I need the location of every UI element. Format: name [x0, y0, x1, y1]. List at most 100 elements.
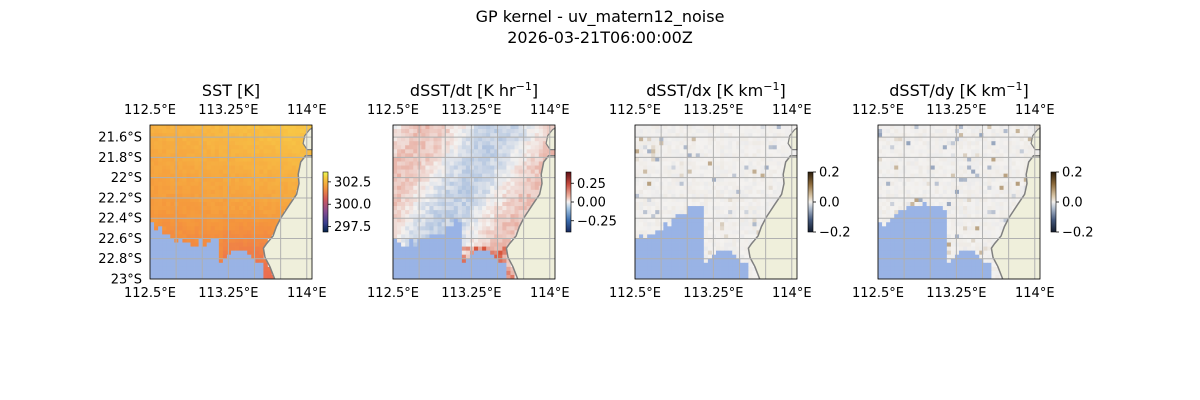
- grid-cell: [182, 258, 187, 264]
- grid-cell: [421, 125, 426, 130]
- grid-cell: [979, 153, 984, 158]
- grid-cell: [930, 177, 936, 183]
- grid-cell: [429, 181, 434, 187]
- grid-cell: [263, 226, 268, 231]
- grid-cell: [405, 153, 410, 158]
- grid-cell: [963, 185, 968, 191]
- grid-cell: [226, 189, 232, 195]
- grid-cell: [247, 210, 252, 215]
- grid-cell: [453, 226, 459, 231]
- grid-cell: [518, 173, 523, 179]
- grid-cell: [687, 210, 693, 215]
- grid-cell: [239, 246, 244, 252]
- grid-cell: [158, 262, 163, 268]
- grid-cell: [243, 242, 248, 247]
- grid-cell: [405, 242, 410, 247]
- grid-cell: [231, 270, 236, 276]
- grid-cell: [251, 169, 256, 175]
- grid-cell: [687, 157, 693, 162]
- grid-cell: [1031, 149, 1037, 154]
- grid-cell: [206, 181, 212, 187]
- grid-cell: [482, 125, 487, 130]
- grid-cell: [393, 177, 398, 183]
- grid-cell: [720, 210, 725, 215]
- grid-cell: [736, 197, 741, 203]
- grid-cell: [776, 157, 782, 162]
- grid-cell: [1003, 173, 1008, 179]
- grid-cell: [222, 141, 228, 146]
- grid-cell: [506, 210, 511, 215]
- grid-cell: [425, 258, 430, 264]
- grid-cell: [707, 141, 713, 146]
- grid-cell: [760, 206, 765, 211]
- grid-cell: [154, 250, 159, 256]
- grid-cell: [413, 274, 418, 280]
- grid-cell: [983, 189, 988, 195]
- grid-cell: [784, 137, 790, 142]
- grid-cell: [498, 266, 503, 272]
- grid-cell: [946, 206, 952, 211]
- grid-cell: [425, 206, 430, 211]
- grid-cell: [425, 238, 430, 243]
- grid-cell: [158, 254, 163, 260]
- grid-cell: [510, 173, 515, 179]
- grid-cell: [506, 141, 511, 146]
- grid-cell: [166, 234, 171, 239]
- grid-cell: [206, 169, 212, 175]
- grid-cell: [514, 153, 519, 158]
- grid-cell: [494, 165, 499, 170]
- grid-cell: [647, 157, 652, 162]
- grid-cell: [991, 157, 996, 162]
- grid-cell: [170, 218, 175, 223]
- grid-cell: [983, 197, 988, 203]
- grid-cell: [445, 206, 451, 211]
- grid-cell: [494, 173, 499, 179]
- grid-cell: [967, 141, 972, 146]
- grid-cell: [744, 169, 749, 175]
- grid-cell: [703, 133, 709, 138]
- grid-cell: [740, 153, 745, 158]
- grid-cell: [397, 177, 402, 183]
- grid-cell: [971, 125, 976, 130]
- grid-cell: [425, 165, 430, 170]
- grid-cell: [914, 173, 919, 179]
- grid-cell: [490, 133, 495, 138]
- grid-cell: [663, 157, 668, 162]
- grid-cell: [671, 177, 676, 183]
- grid-cell: [210, 210, 216, 215]
- grid-cell: [178, 206, 183, 211]
- grid-cell: [691, 149, 697, 154]
- grid-cell: [235, 218, 240, 223]
- grid-cell: [918, 129, 923, 134]
- grid-cell: [752, 133, 757, 138]
- grid-cell: [724, 266, 729, 272]
- grid-cell: [291, 129, 297, 134]
- grid-cell: [954, 129, 960, 134]
- grid-cell: [768, 197, 774, 203]
- grid-cell: [983, 226, 988, 231]
- grid-cell: [934, 177, 940, 183]
- grid-cell: [942, 206, 948, 211]
- grid-cell: [194, 226, 199, 231]
- grid-cell: [671, 141, 676, 146]
- grid-cell: [465, 173, 471, 179]
- grid-cell: [639, 133, 644, 138]
- grid-cell: [202, 133, 208, 138]
- grid-cell: [202, 189, 208, 195]
- grid-cell: [482, 206, 487, 211]
- grid-cell: [413, 137, 418, 142]
- grid-cell: [526, 189, 532, 195]
- grid-cell: [942, 149, 948, 154]
- grid-cell: [449, 254, 455, 260]
- grid-cell: [498, 197, 503, 203]
- grid-cell: [1015, 185, 1021, 191]
- grid-cell: [166, 193, 171, 199]
- grid-cell: [732, 250, 737, 256]
- grid-cell: [663, 185, 668, 191]
- grid-cell: [194, 141, 199, 146]
- grid-cell: [433, 218, 438, 223]
- lon-tick-label-bottom: 113.25°E: [441, 286, 501, 301]
- grid-cell: [675, 250, 680, 256]
- grid-cell: [748, 210, 753, 215]
- grid-cell: [433, 125, 438, 130]
